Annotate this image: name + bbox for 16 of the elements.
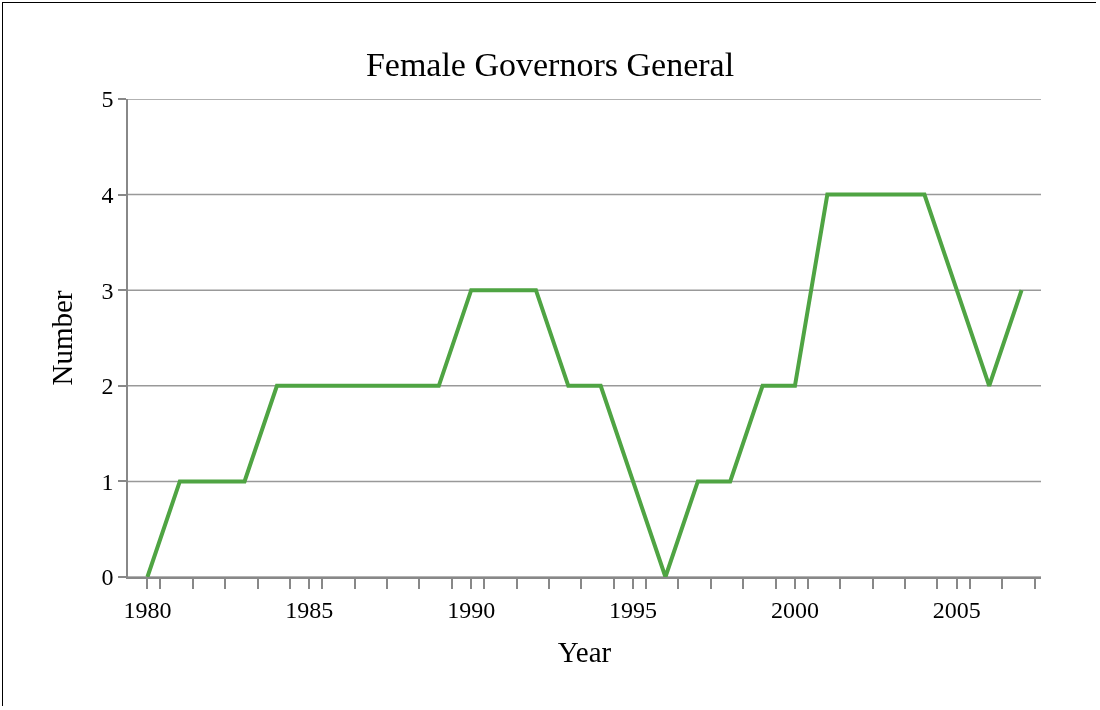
x-tick-label: 1980 [123, 596, 172, 623]
x-tick-label: 2005 [932, 596, 981, 623]
x-axis-title: Year [557, 635, 612, 668]
x-tick-label: 1985 [285, 596, 334, 623]
chart-title: Female Governors General [365, 46, 735, 84]
x-tick-label: 1995 [609, 596, 658, 623]
y-tick-label: 3 [101, 277, 114, 304]
y-tick-label: 1 [101, 468, 114, 495]
y-tick-label: 2 [101, 373, 114, 400]
y-axis-title: Number [46, 290, 79, 386]
x-tick-label: 2000 [770, 596, 819, 623]
line-series [145, 192, 1024, 577]
x-tick-label: 1990 [447, 596, 496, 623]
y-tick-label: 0 [101, 564, 114, 591]
y-tick-label: 4 [101, 182, 114, 208]
y-tick-label: 5 [101, 86, 114, 113]
